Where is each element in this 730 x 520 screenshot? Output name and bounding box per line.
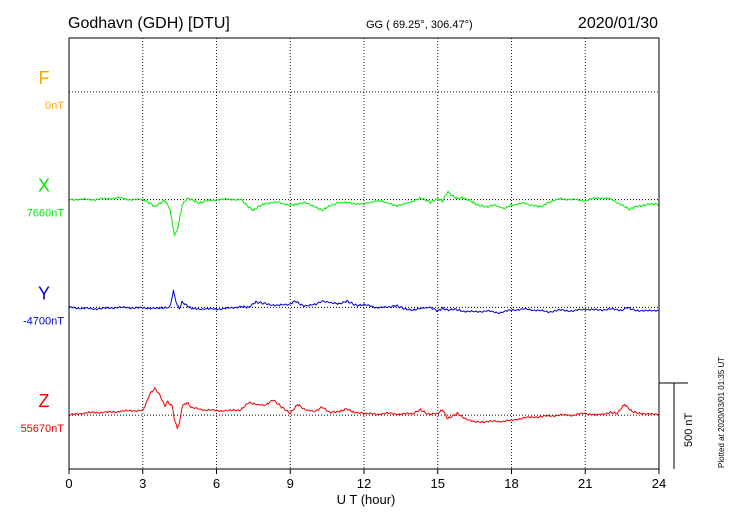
component-labels: F 0nT X 7660nT Y -4700nT Z 55670nT (21, 68, 65, 435)
series-trace-x (68, 190, 660, 237)
coordinates-label: GG ( 69.25°, 306.47°) (366, 19, 473, 31)
scale-bar-label: 500 nT (683, 412, 695, 447)
x-tick-label-21: 21 (578, 476, 592, 491)
x-tick-label-9: 9 (287, 476, 294, 491)
series-baseline-x: 7660nT (27, 208, 65, 220)
date-label: 2020/01/30 (578, 15, 658, 32)
series-name-y: Y (38, 283, 50, 303)
plot-frame (68, 37, 660, 470)
x-axis-label: U T (hour) (337, 492, 396, 507)
x-tick-labels: 0 3 6 9 12 15 18 21 24 (65, 469, 666, 491)
x-tick-label-18: 18 (504, 476, 518, 491)
plotted-timestamp: Plotted at 2020/03/01 01:35 UT (717, 357, 726, 468)
series-layer (68, 190, 660, 429)
x-tick-label-12: 12 (357, 476, 371, 491)
series-name-z: Z (39, 391, 50, 411)
x-tick-label-3: 3 (139, 476, 146, 491)
series-trace-z (68, 387, 660, 429)
series-baseline-z: 55670nT (21, 423, 65, 435)
series-trace-y (68, 289, 660, 315)
station-title: Godhavn (GDH) [DTU] (68, 15, 230, 32)
series-baseline-y: -4700nT (23, 315, 64, 327)
series-name-f: F (39, 68, 50, 88)
grid-layer (69, 38, 659, 469)
x-tick-label-15: 15 (431, 476, 445, 491)
x-tick-label-0: 0 (65, 476, 72, 491)
x-tick-label-24: 24 (652, 476, 666, 491)
series-name-x: X (38, 176, 50, 196)
series-baseline-f: 0nT (45, 100, 64, 112)
scale-bar: 500 nT (659, 382, 695, 469)
x-tick-label-6: 6 (213, 476, 220, 491)
